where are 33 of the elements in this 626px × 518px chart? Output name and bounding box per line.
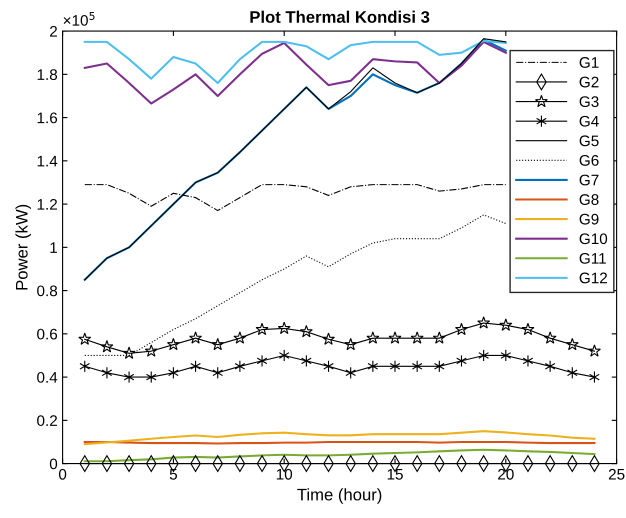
y-tick-label: 0.4 [37,372,58,383]
y-tick-label: 1.8 [38,69,58,80]
x-tick-label: 0 [58,468,66,480]
y-tick-label: 1.2 [38,198,57,210]
chart-title: Plot Thermal Kondisi 3 [250,10,430,23]
legend-label: G9 [580,214,599,225]
y-tick-label: 0 [50,458,58,470]
y-tick-label: 0.6 [37,328,58,340]
legend-label: G4 [580,116,599,127]
y-tick-label: 0.8 [37,285,58,296]
legend-label: G3 [580,96,599,108]
legend-label: G12 [580,272,607,284]
y-axis-title: Power (kW) [15,204,31,290]
x-axis-title: Time (hour) [297,488,382,504]
x-tick-label: 15 [388,469,403,480]
y-tick-label: 1.6 [38,112,58,124]
x-tick-label: 20 [498,468,514,480]
legend-label: G10 [580,233,608,244]
legend-label: G6 [580,155,599,166]
legend-label: G11 [580,252,606,264]
text: ×10$^{5}$ [64,12,95,26]
x-tick-label: 5 [170,469,178,480]
y-tick-label: 1 [50,242,57,253]
legend-label: G5 [580,135,599,146]
y-tick-label: 1.4 [38,156,58,166]
legend-label: G2 [580,76,598,88]
legend-label: G1 [580,57,598,68]
legend-label: G7 [580,174,598,186]
y-tick-label: 2 [50,26,57,37]
x-tick-label: 10 [276,468,292,480]
y-tick-label: 0.2 [37,415,57,426]
legend-label: G8 [580,194,599,205]
x-tick-label: 25 [608,468,624,480]
